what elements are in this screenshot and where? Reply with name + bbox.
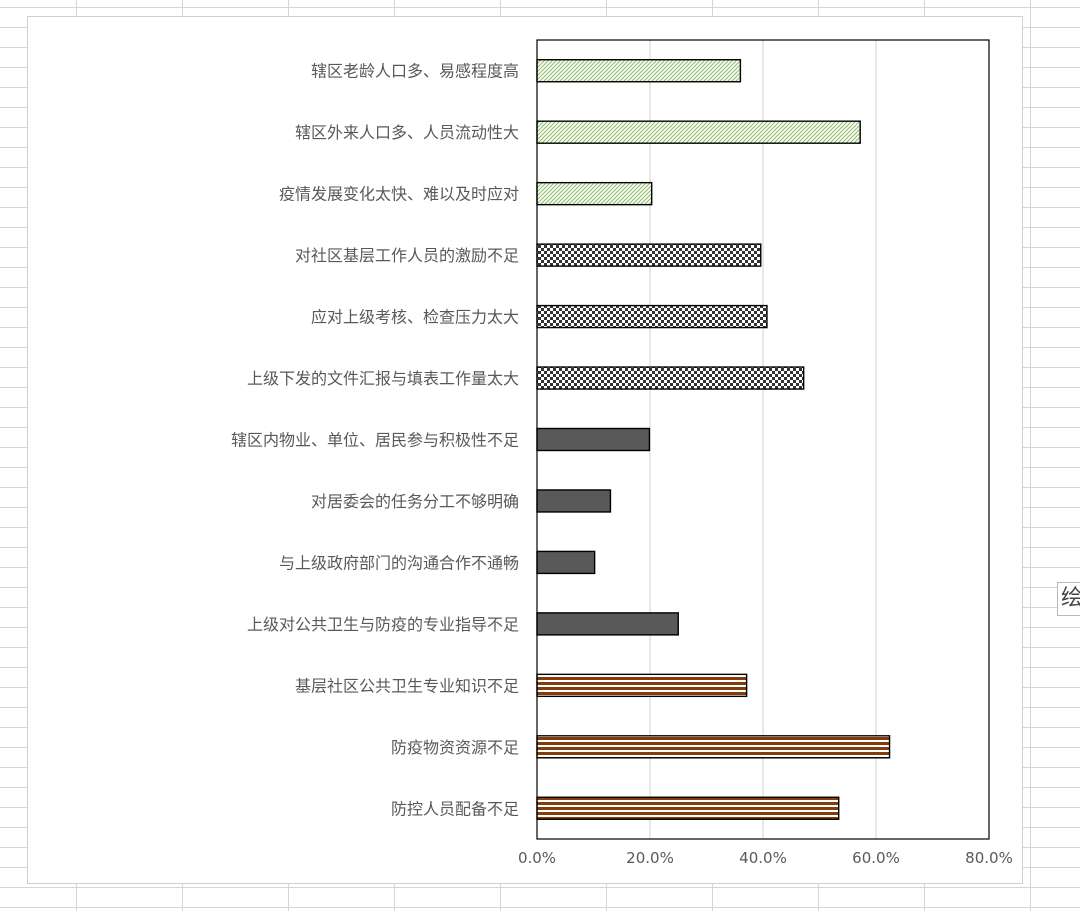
category-label: 辖区内物业、单位、居民参与积极性不足: [231, 431, 519, 450]
bar: [536, 489, 612, 513]
x-tick-label: 20.0%: [626, 849, 674, 867]
category-label: 上级对公共卫生与防疫的专业指导不足: [247, 615, 519, 634]
bar: [536, 550, 596, 575]
bar: [536, 304, 768, 329]
bar: [536, 427, 651, 452]
category-label: 对社区基层工作人员的激励不足: [295, 246, 519, 265]
bar: [536, 120, 861, 144]
chart-area[interactable]: 辖区老龄人口多、易感程度高辖区外来人口多、人员流动性大疫情发展变化太快、难以及时…: [27, 16, 1023, 884]
bar: [536, 243, 762, 267]
x-tick-label: 40.0%: [739, 849, 787, 867]
category-label: 基层社区公共卫生专业知识不足: [295, 676, 519, 695]
x-tick-label: 0.0%: [518, 849, 556, 867]
sheet-tab[interactable]: 绘: [1057, 582, 1080, 616]
category-label: 对居委会的任务分工不够明确: [311, 492, 519, 511]
bar: [536, 612, 679, 636]
category-label: 上级下发的文件汇报与填表工作量太大: [247, 369, 519, 388]
x-tick-label: 60.0%: [852, 849, 900, 867]
bar: [536, 735, 891, 759]
category-label: 疫情发展变化太快、难以及时应对: [279, 185, 519, 204]
bar: [536, 796, 840, 820]
category-label: 辖区老龄人口多、易感程度高: [311, 62, 519, 81]
sheet-tab-label: 绘: [1061, 586, 1080, 611]
category-label: 应对上级考核、检查压力太大: [311, 308, 519, 327]
bar: [536, 181, 653, 206]
category-label: 辖区外来人口多、人员流动性大: [295, 123, 519, 142]
category-label: 防控人员配备不足: [391, 799, 519, 818]
category-label: 与上级政府部门的沟通合作不通畅: [279, 553, 519, 572]
category-label: 防疫物资资源不足: [391, 738, 519, 757]
plot-frame: [536, 39, 990, 840]
bar: [536, 673, 748, 698]
bar: [536, 59, 742, 83]
x-tick-label: 80.0%: [965, 849, 1013, 867]
bar-chart: 辖区老龄人口多、易感程度高辖区外来人口多、人员流动性大疫情发展变化太快、难以及时…: [231, 39, 1013, 867]
bar: [536, 366, 805, 390]
